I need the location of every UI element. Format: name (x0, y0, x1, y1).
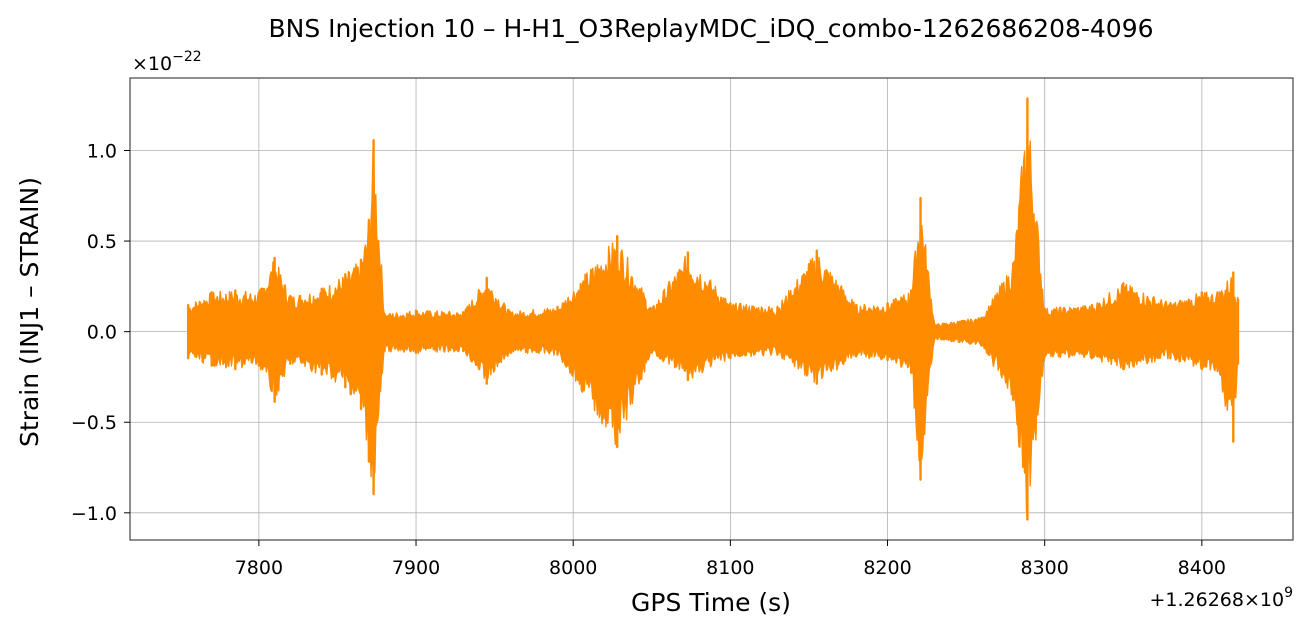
y-tick-label: 1.0 (87, 140, 117, 162)
x-axis-label: GPS Time (s) (631, 588, 791, 617)
plot-frame (129, 77, 1294, 541)
x-offset: +1.26268×109 (1149, 585, 1293, 611)
y-tick-label: −0.5 (71, 412, 117, 434)
x-tick-label: 8000 (549, 557, 597, 579)
y-tick-label: −1.0 (71, 503, 117, 525)
x-tick-label: 8200 (863, 557, 911, 579)
x-tick-label: 7900 (392, 557, 440, 579)
x-tick-label: 7800 (235, 557, 283, 579)
x-tick-label: 8400 (1178, 557, 1226, 579)
y-axis-label: Strain (INJ1 – STRAIN) (15, 177, 44, 447)
series-layer (186, 97, 1240, 521)
y-tick-label: 0.0 (87, 322, 117, 344)
y-multiplier: ×10−22 (132, 49, 202, 75)
strain-series-band (187, 97, 1239, 521)
axis-ticks: 7800 7900 8000 8100 8200 8300 8400 −1.0 −0.5 0.0 0… (71, 140, 1226, 579)
x-tick-label: 8300 (1021, 557, 1069, 579)
x-tick-label: 8100 (706, 557, 754, 579)
y-tick-label: 0.5 (87, 231, 117, 253)
chart-title: BNS Injection 10 – H-H1_O3ReplayMDC_iDQ_… (268, 14, 1153, 43)
